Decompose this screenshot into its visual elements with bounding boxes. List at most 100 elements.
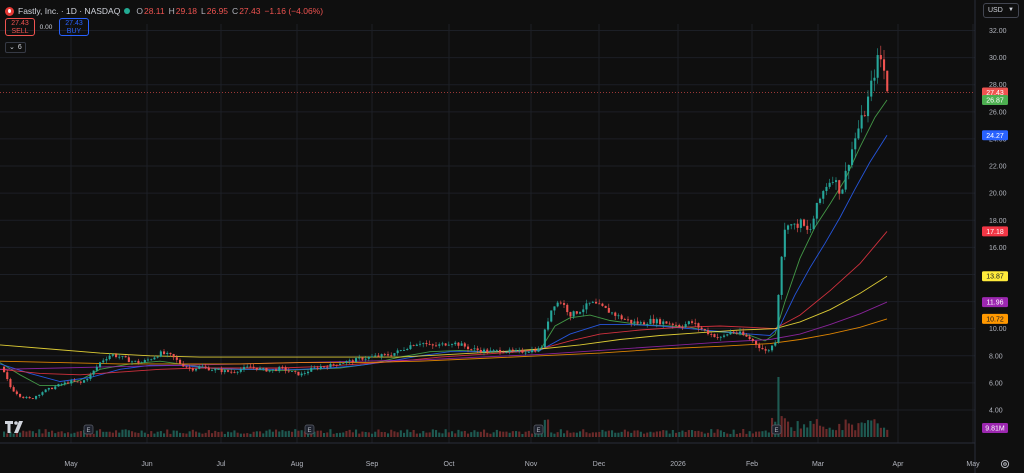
candle-body <box>867 96 870 117</box>
volume-bar <box>822 426 825 437</box>
volume-bar <box>793 430 796 437</box>
volume-bar <box>873 419 876 437</box>
candle-body <box>479 349 482 353</box>
volume-bar <box>460 431 463 437</box>
volume-bar <box>182 433 185 437</box>
low-value: 26.95 <box>206 6 229 16</box>
volume-bar <box>761 431 764 437</box>
candle-body <box>604 305 607 308</box>
candle-body <box>223 370 226 373</box>
volume-bar <box>99 429 102 437</box>
candle-body <box>844 170 847 190</box>
time-tick-label: May <box>966 461 980 468</box>
candle-body <box>815 202 818 219</box>
candle-body <box>886 70 889 92</box>
candle-body <box>54 386 57 390</box>
candle-body <box>703 329 706 331</box>
moving-average-line <box>0 318 888 365</box>
volume-bar <box>364 431 367 437</box>
volume-bar <box>220 431 223 437</box>
price-tick-label: 4.00 <box>989 408 1003 415</box>
volume-bar <box>451 431 454 437</box>
volume-bar <box>809 420 812 437</box>
candle-body <box>268 370 271 372</box>
volume-bar <box>419 433 422 437</box>
volume-bar <box>518 431 521 437</box>
price-scale-badge <box>982 95 1008 106</box>
candle-body <box>323 366 326 368</box>
volume-bar <box>204 432 207 437</box>
candle-body <box>294 371 297 372</box>
candle-body <box>89 374 92 379</box>
fastly-logo-icon <box>5 6 14 16</box>
candle-body <box>761 348 764 350</box>
volume-bar <box>172 430 175 437</box>
indicators-toggle[interactable]: ⌄ 6 <box>5 42 26 53</box>
candle-body <box>12 387 15 392</box>
candle-body <box>175 357 178 360</box>
volume-bar <box>387 433 390 437</box>
volume-bar <box>511 431 514 437</box>
candle-body <box>111 354 114 356</box>
sell-button[interactable]: 27.43 SELL <box>5 18 35 36</box>
tradingview-logo-icon[interactable] <box>5 421 25 433</box>
price-scale-badge-label: 11.96 <box>987 300 1004 307</box>
candle-body <box>166 352 169 354</box>
candle-body <box>83 380 86 383</box>
symbol-title[interactable]: Fastly, Inc. · 1D · NASDAQ <box>18 6 121 16</box>
candle-body <box>425 343 428 345</box>
volume-bar <box>550 432 553 437</box>
volume-bar <box>835 430 838 437</box>
candle-body <box>831 182 834 183</box>
candle-body <box>342 362 345 364</box>
candle-body <box>780 256 783 295</box>
volume-bar <box>383 432 386 437</box>
time-tick-label: 2026 <box>670 461 686 468</box>
candle-body <box>243 367 246 370</box>
volume-bar <box>636 430 639 437</box>
candle-body <box>678 325 681 327</box>
volume-bar <box>367 432 370 437</box>
symbol-header: Fastly, Inc. · 1D · NASDAQ O 28.11 H 29.18… <box>5 4 327 18</box>
candle-body <box>47 387 50 390</box>
volume-bar <box>207 430 210 437</box>
candle-body <box>467 346 470 350</box>
candle-body <box>444 343 447 346</box>
volume-bar <box>726 433 729 437</box>
time-tick-label: Mar <box>812 461 825 468</box>
candle-body <box>806 225 809 230</box>
volume-bar <box>643 433 646 437</box>
candle-body <box>374 355 377 357</box>
spread-value: 0.00 <box>39 23 53 31</box>
volume-bar <box>150 431 153 437</box>
high-value: 29.18 <box>175 6 198 16</box>
volume-bar <box>879 427 882 437</box>
volume-bar <box>569 432 572 437</box>
candle-body <box>371 356 374 358</box>
candle-body <box>163 351 166 354</box>
volume-bar <box>838 423 841 437</box>
volume-bar <box>300 430 303 437</box>
earnings-marker: E <box>83 424 94 435</box>
volume-bar <box>521 433 524 437</box>
volume-bar <box>527 430 530 437</box>
volume-bar <box>755 431 758 437</box>
buy-button[interactable]: 27.43 BUY <box>59 18 89 36</box>
candle-body <box>809 229 812 230</box>
moving-average-lines <box>0 92 975 387</box>
candle-body <box>655 319 658 324</box>
volume-bar <box>51 430 54 437</box>
volume-bar <box>252 431 255 437</box>
candle-body <box>534 349 537 352</box>
volume-bar <box>6 433 9 437</box>
volume-bar <box>863 423 866 437</box>
candle-body <box>870 80 873 97</box>
candle-body <box>188 367 191 369</box>
currency-select[interactable]: USD ▼ <box>983 3 1019 18</box>
gear-icon[interactable] <box>1000 459 1010 469</box>
candle-body <box>127 357 130 363</box>
volume-bar <box>230 432 233 437</box>
volume-bar <box>281 430 284 437</box>
